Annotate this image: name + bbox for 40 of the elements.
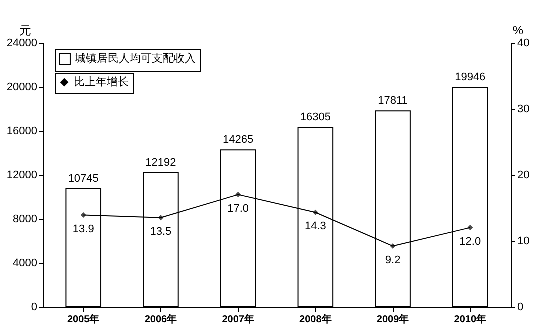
y2-tick-label: 40	[518, 38, 530, 50]
data-label: 9.2	[385, 254, 401, 266]
x-tick-label: 2008年	[300, 314, 332, 326]
y-tick-label: 20000	[6, 82, 38, 94]
data-label: 16305	[300, 112, 331, 124]
point	[158, 215, 164, 221]
data-label: 14.3	[304, 220, 326, 233]
y2-tick-label: 0	[518, 302, 524, 314]
x-tick-label: 2005年	[67, 314, 100, 326]
data-label: 14265	[223, 134, 254, 146]
data-label: 10745	[68, 172, 99, 185]
y2-tick-label: 20	[518, 170, 530, 182]
y-tick-label: 12000	[6, 170, 38, 182]
y2-tick-label: 10	[518, 236, 530, 248]
point	[390, 244, 396, 250]
y-axis-title: 元	[20, 24, 32, 38]
legend-label: 城镇居民人均可支配收入	[74, 52, 196, 65]
data-label: 19946	[455, 72, 486, 84]
legend-label: 比上年增长	[74, 76, 129, 88]
x-tick-label: 2006年	[144, 314, 178, 326]
data-label: 13.9	[72, 223, 94, 236]
data-label: 17.0	[228, 202, 250, 215]
data-label: 13.5	[150, 226, 172, 238]
x-tick-label: 2009年	[376, 314, 410, 326]
data-label: 12.0	[460, 236, 482, 248]
point	[312, 210, 318, 216]
data-label: 12192	[146, 156, 176, 169]
y-tick-label: 24000	[6, 38, 38, 50]
y2-axis-title: %	[512, 24, 524, 38]
data-label: 17811	[378, 95, 408, 108]
y-tick-label: 16000	[6, 126, 38, 138]
point	[80, 212, 86, 218]
y2-tick-label: 30	[518, 104, 530, 116]
y-tick-label: 4000	[13, 258, 38, 270]
point	[468, 225, 474, 231]
point	[236, 192, 242, 198]
x-tick-label: 2007年	[222, 314, 254, 326]
y-tick-label: 0	[31, 302, 38, 314]
x-tick-label: 2010年	[454, 314, 487, 326]
y-tick-label: 8000	[13, 214, 38, 226]
